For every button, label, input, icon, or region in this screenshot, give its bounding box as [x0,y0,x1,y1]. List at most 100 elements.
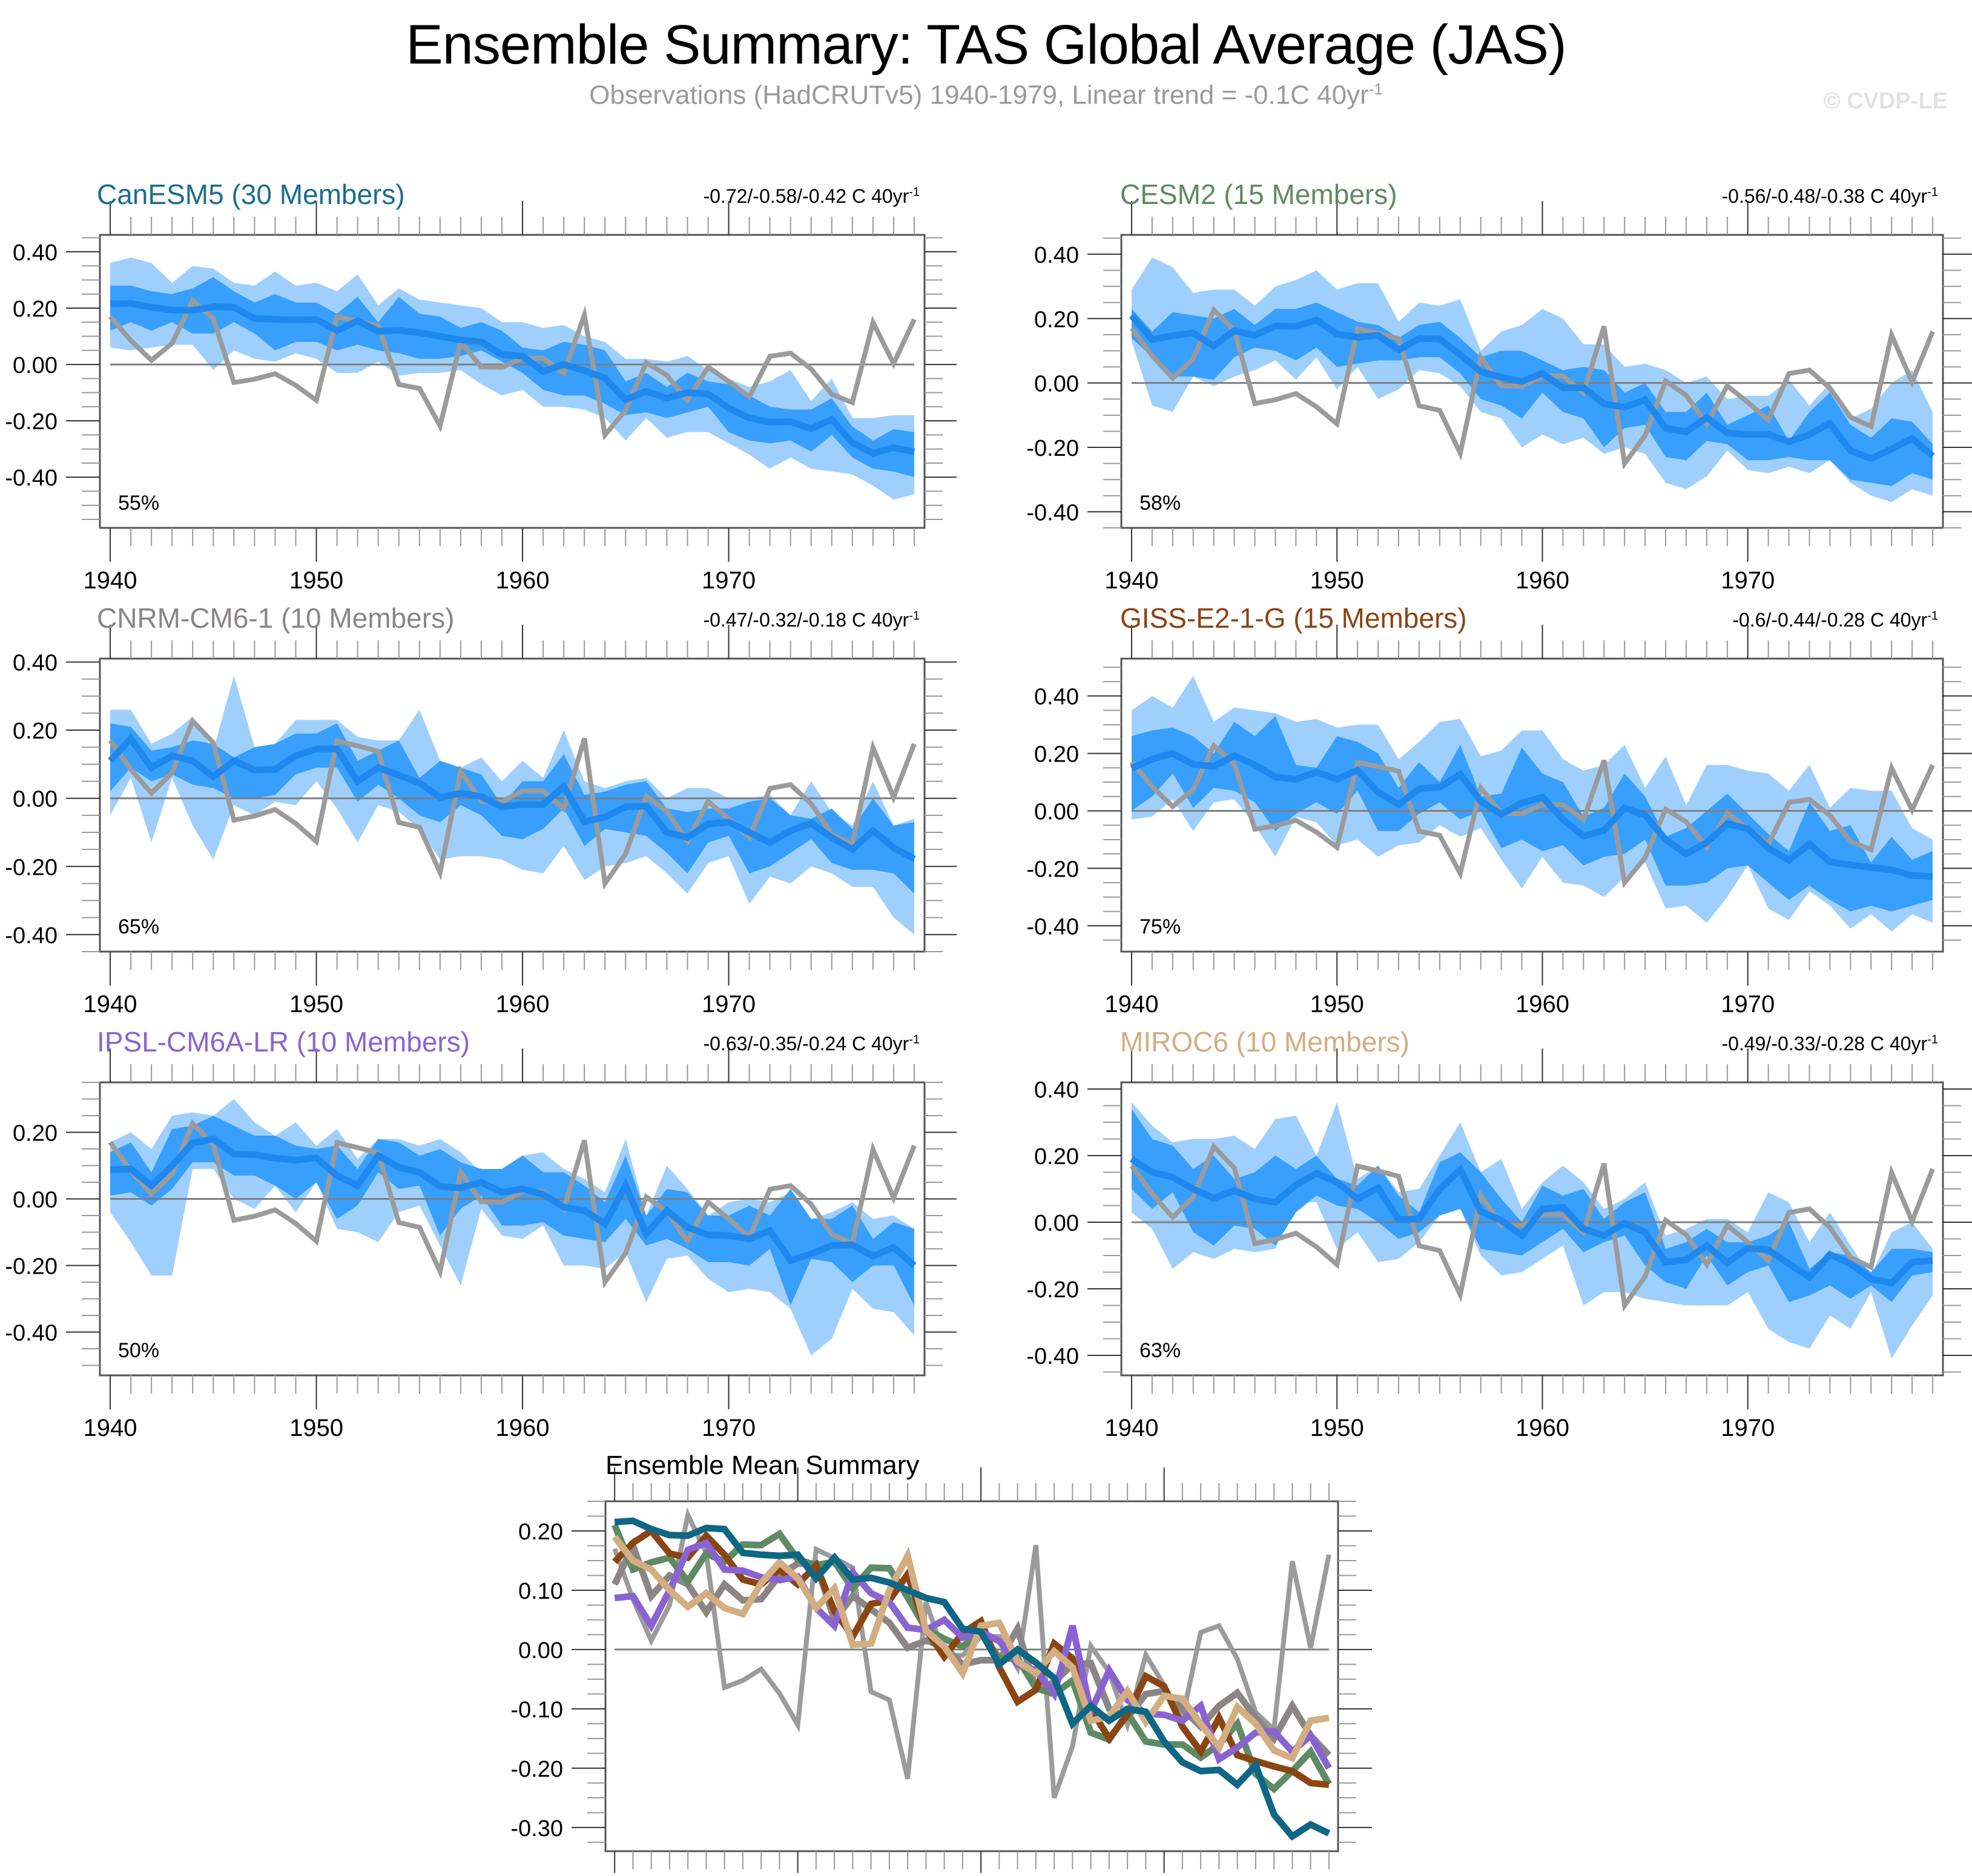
x-tick-label: 1950 [1310,991,1364,1018]
giss-ensemble-mean-line [1130,749,1933,880]
trend-superscript: -1 [909,1033,920,1047]
y-tick-label: 0.20 [1034,307,1079,332]
cnrm-chart-svg: 1940 1950 1960 1970 0.40 0.20 0.00 -0.20 -0.40 65… [5,625,958,1018]
cnrm-ensemble-mean-line [107,733,916,862]
giss-trend-range: -0.6/-0.44/-0.28 C 40yr-1 [1732,609,1938,631]
y-tick-label: -0.40 [1026,500,1079,525]
summary-title: Ensemble Mean Summary [605,1450,920,1480]
summary-chart-svg: 19401950196019700.200.100.00-0.10-0.20-0… [510,1467,1372,1876]
trend-superscript: -1 [1927,1033,1938,1047]
panel-ensemble-mean-summary: 19401950196019700.200.100.00-0.10-0.20-0… [509,1441,1453,1876]
y-tick-label: 0.00 [1034,1211,1079,1236]
ipsl-observations-line [108,1119,917,1289]
ipsl-trend-range: -0.63/-0.35/-0.24 C 40yr-1 [703,1033,920,1055]
x-tick-label: 1970 [702,567,756,594]
giss-observations-line [1129,742,1935,889]
y-tick-label: 0.20 [518,1519,563,1545]
cesm2-plot-frame [1120,234,1944,529]
x-tick-label: 1960 [1515,567,1569,594]
page-title: Ensemble Summary: TAS Global Average (JA… [406,14,1566,76]
canesm5-trend-range: -0.72/-0.58/-0.42 C 40yr-1 [703,185,920,208]
y-tick-label: -0.20 [1026,436,1079,461]
y-tick-label: 0.20 [13,297,58,322]
subtitle-text: Observations (HadCRUTv5) 1940-1979, Line… [589,80,1369,110]
x-tick-label: 1950 [1310,1415,1364,1441]
cnrm-trend-range: -0.47/-0.32/-0.18 C 40yr-1 [703,609,920,631]
x-tick-label: 1970 [1721,1415,1775,1441]
panel-cesm2: 1940 1950 1960 1970 0.40 0.20 0.00 -0.20 -0.40 58… [1023,169,1972,605]
trend-superscript: -1 [1927,185,1938,199]
series-line-canesm5 [614,1517,1331,1841]
x-tick-label: 1950 [289,1415,343,1441]
y-tick-label: 0.00 [13,353,58,378]
cesm2-chart-svg: 1940 1950 1960 1970 0.40 0.20 0.00 -0.20 -0.40 58… [1026,201,1972,594]
y-tick-label: -0.10 [510,1697,563,1723]
y-tick-label: 0.40 [13,240,58,266]
panel-canesm5: 1940 1950 1960 1970 0.40 0.20 0.00 -0.20 -0.40 55… [0,169,958,605]
x-tick-label: 1950 [289,991,343,1018]
ipsl-plot-area [108,1099,917,1355]
cesm2-plot-area [1129,257,1935,502]
y-tick-label: 0.20 [1034,742,1079,768]
canesm5-inner-spread-band [110,277,914,478]
y-tick-label: 0.20 [13,1121,58,1147]
miroc6-title: MIROC6 (10 Members) [1120,1026,1410,1058]
cnrm-plot-area [107,676,917,935]
miroc6-inner-spread-band [1132,1109,1933,1302]
series-line-cnrm-cm6-1 [612,1537,1331,1758]
y-tick-label: 0.20 [1034,1144,1079,1170]
trend-text: -0.6/-0.44/-0.28 C 40yr [1732,609,1928,631]
canesm5-plot-area [108,257,917,500]
y-tick-label: -0.20 [5,855,58,880]
x-tick-label: 1940 [1104,567,1158,594]
cesm2-percent-label: 58% [1139,492,1181,515]
y-tick-label: 0.10 [518,1579,563,1604]
giss-plot-area [1129,676,1935,932]
canesm5-percent-label: 55% [118,492,159,515]
cnrm-title: CNRM-CM6-1 (10 Members) [97,602,455,634]
ipsl-chart-svg: 1940 1950 1960 1970 0.20 0.00 -0.20 -0.40 50% [5,1048,958,1441]
subtitle-superscript: -1 [1368,80,1383,98]
y-tick-label: 0.40 [1034,685,1079,710]
x-tick-label: 1970 [702,991,756,1018]
canesm5-plot-frame [99,234,926,529]
y-tick-label: 0.20 [13,719,58,744]
cvdp-watermark: © CVDP-LE [1823,88,1948,114]
x-tick-label: 1960 [1515,1415,1569,1441]
y-tick-label: -0.40 [1026,1344,1079,1369]
canesm5-chart-svg: 1940 1950 1960 1970 0.40 0.20 0.00 -0.20 -0.40 55… [5,201,958,594]
trend-text: -0.47/-0.32/-0.18 C 40yr [703,609,909,631]
cesm2-trend-range: -0.56/-0.48/-0.38 C 40yr-1 [1721,185,1938,208]
y-tick-label: -0.20 [1026,857,1079,882]
y-tick-label: -0.40 [5,1321,58,1346]
y-tick-label: 0.40 [1034,243,1079,268]
panel-cnrm: 1940 1950 1960 1970 0.40 0.20 0.00 -0.20 -0.40 65… [0,593,958,1029]
trend-superscript: -1 [909,185,920,199]
trend-text: -0.72/-0.58/-0.42 C 40yr [703,185,909,207]
x-tick-label: 1960 [1515,991,1569,1018]
cnrm-percent-label: 65% [118,915,159,938]
panel-ipsl: 1940 1950 1960 1970 0.20 0.00 -0.20 -0.40 50% IPS… [0,1017,958,1453]
canesm5-ensemble-mean-line [110,300,915,457]
miroc6-chart-svg: 1940 1950 1960 1970 0.40 0.20 0.00 -0.20 -0.40 63… [1026,1048,1972,1441]
ipsl-plot-frame [99,1081,926,1377]
giss-plot-frame [1120,657,1944,953]
y-tick-label: 0.00 [13,1188,58,1213]
x-tick-label: 1940 [1104,1415,1158,1441]
ipsl-title: IPSL-CM6A-LR (10 Members) [97,1026,470,1058]
miroc6-percent-label: 63% [1139,1339,1181,1362]
y-tick-label: 0.00 [1034,372,1079,397]
summary-plot-area [612,1507,1332,1841]
x-tick-label: 1940 [84,991,137,1018]
ipsl-inner-spread-band [110,1116,914,1306]
giss-chart-svg: 1940 1950 1960 1970 0.40 0.20 0.00 -0.20 -0.40 75… [1026,625,1972,1018]
canesm5-title: CanESM5 (30 Members) [97,179,405,210]
y-tick-label: -0.20 [1026,1277,1079,1303]
cesm2-observations-line [1129,305,1935,470]
x-tick-label: 1960 [496,567,550,594]
y-tick-label: 0.40 [1034,1078,1079,1103]
cesm2-inner-spread-band [1132,302,1933,486]
trend-text: -0.49/-0.33/-0.28 C 40yr [1721,1033,1928,1055]
panel-giss: 1940 1950 1960 1970 0.40 0.20 0.00 -0.20 -0.40 75… [1023,593,1972,1029]
miroc6-plot-area [1129,1102,1935,1359]
